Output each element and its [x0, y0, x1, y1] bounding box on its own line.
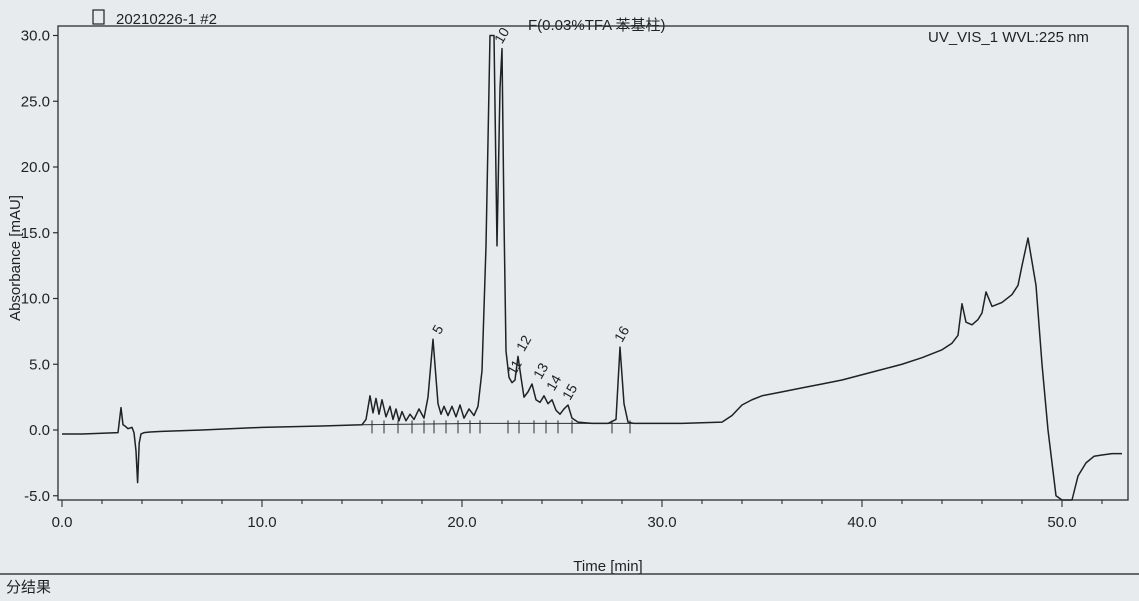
peak-label: 5: [429, 322, 447, 337]
y-tick-label: 30.0: [21, 28, 50, 45]
peak-label: 15: [559, 381, 581, 403]
x-tick-label: 0.0: [52, 514, 73, 531]
peak-label: 11: [504, 357, 525, 378]
signal-trace: [62, 34, 1122, 501]
y-tick-label: 15.0: [21, 225, 50, 242]
axis-ticks: -5.00.05.010.015.020.025.030.00.0 10.0 20.…: [21, 28, 1103, 531]
y-tick-label: 10.0: [21, 291, 50, 308]
report-icon: [92, 9, 105, 25]
x-tick-label: 50.0: [1047, 514, 1076, 531]
peak-label: 10: [491, 24, 513, 46]
footer-caption: 分结果: [6, 579, 51, 596]
y-axis-title: Absorbance [mAU]: [7, 195, 24, 321]
peak-label: 14: [543, 372, 565, 394]
peak-label: 12: [513, 332, 535, 354]
x-axis-title: Time [min]: [573, 558, 642, 575]
peak-label: 16: [611, 323, 633, 345]
x-tick-label: 40.0: [847, 514, 876, 531]
y-tick-label: 5.0: [29, 356, 50, 373]
sample-id: 20210226-1 #2: [116, 11, 217, 28]
y-tick-label: 25.0: [21, 93, 50, 110]
y-tick-label: 0.0: [29, 422, 50, 439]
y-tick-label: -5.0: [24, 488, 50, 505]
plot-frame: [57, 25, 1129, 501]
peak-label: 13: [530, 360, 552, 382]
detector-label: UV_VIS_1 WVL:225 nm: [928, 29, 1089, 46]
y-tick-label: 20.0: [21, 159, 50, 176]
x-tick-label: 30.0: [647, 514, 676, 531]
x-tick-label: 10.0: [247, 514, 276, 531]
x-tick-label: 20.0: [447, 514, 476, 531]
